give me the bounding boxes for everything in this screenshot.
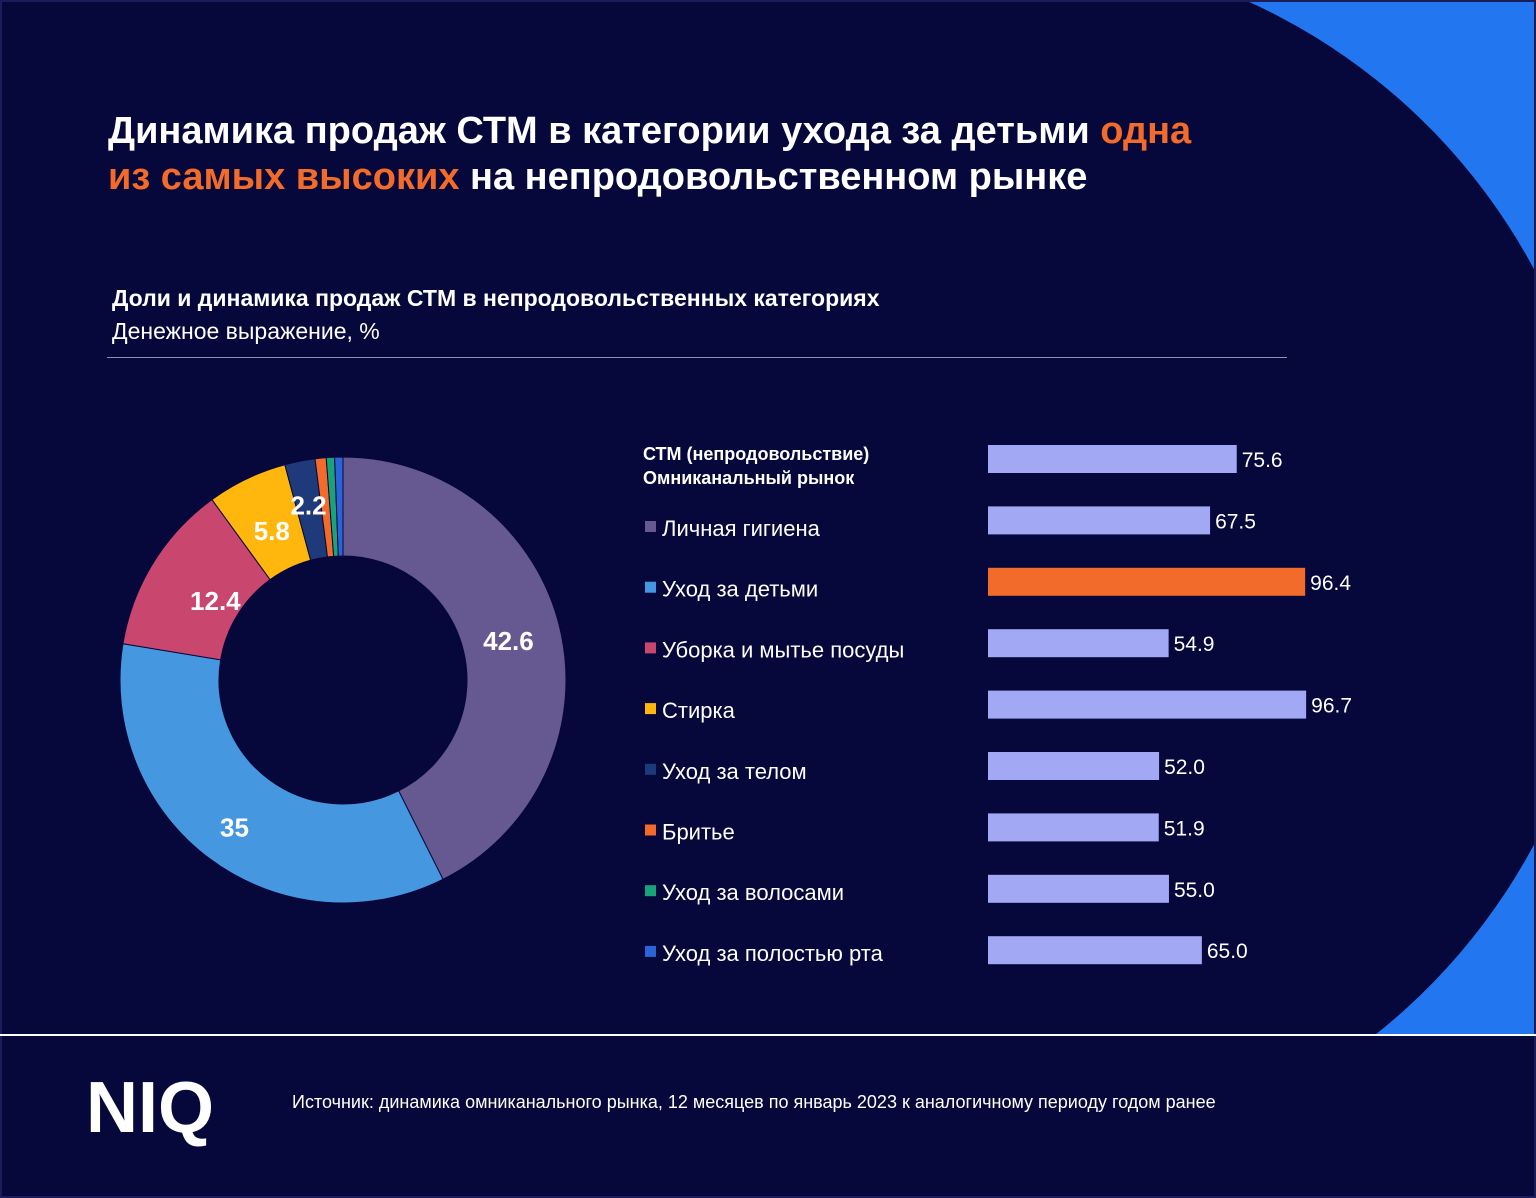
- donut-label: 42.6: [483, 626, 534, 656]
- page-title: Динамика продаж СТМ в категории ухода за…: [108, 108, 1308, 200]
- legend-label: Уход за телом: [662, 759, 807, 784]
- donut-slice: [119, 643, 444, 904]
- donut-label: 5.8: [254, 516, 290, 546]
- legend-swatch: [645, 703, 656, 715]
- logo-svg: NIQ: [86, 1068, 214, 1148]
- legend-label: Бритье: [662, 820, 735, 845]
- donut-label: 2.2: [290, 490, 326, 520]
- logo-text: NIQ: [86, 1070, 214, 1148]
- legend-label: Стирка: [662, 698, 736, 723]
- bar-value-label: 96.7: [1311, 695, 1352, 718]
- bar-value-label: 67.5: [1215, 510, 1256, 533]
- bar-value-label: 51.9: [1164, 817, 1205, 840]
- donut-label: 12.4: [190, 586, 241, 616]
- donut-chart: 42.6 35 12.4 5.82.2: [119, 456, 567, 904]
- legend-header-line1: СТМ (непродовольствие): [643, 444, 869, 464]
- legend: СТМ (непродовольствие) Омниканальный рыно…: [643, 444, 904, 966]
- bar-value-label: 55.0: [1174, 879, 1215, 902]
- bar: [988, 936, 1202, 965]
- bar: [988, 506, 1211, 535]
- bar: [988, 629, 1169, 658]
- bar-value-label: 96.4: [1310, 572, 1351, 595]
- bar-value-label: 54.9: [1174, 633, 1215, 656]
- bar-value-label: 52.0: [1164, 756, 1205, 779]
- legend-swatch: [645, 763, 656, 775]
- title-accent1: одна: [1100, 110, 1192, 152]
- chart-subtitle: Доли и динамика продаж СТМ в непродоволь…: [112, 285, 880, 311]
- decorative-arc: [1245, 0, 1536, 1035]
- donut-slice: [342, 456, 567, 880]
- donut-label: 35: [220, 812, 249, 842]
- legend-swatch: [645, 885, 656, 897]
- legend-label: Уход за полостью рта: [662, 941, 884, 966]
- legend-swatch: [645, 642, 656, 654]
- title-accent2: из самых высоких: [108, 156, 460, 198]
- legend-swatch: [645, 521, 656, 532]
- donut-slice: [334, 456, 344, 557]
- niq-logo: NIQ: [86, 1068, 246, 1155]
- source-note: Источник: динамика омниканального рынка,…: [292, 1092, 1216, 1112]
- legend-swatch: [645, 945, 656, 957]
- legend-label: Личная гигиена: [662, 516, 821, 541]
- bar: [988, 690, 1307, 719]
- legend-swatch: [645, 824, 656, 836]
- legend-header-line2: Омниканальный рынок: [643, 468, 855, 488]
- legend-label: Уборка и мытье посуды: [662, 637, 904, 662]
- chart-units: Денежное выражение, %: [112, 318, 380, 344]
- legend-label: Уход за детьми: [662, 577, 818, 602]
- legend-swatch: [645, 581, 656, 593]
- bar: [988, 874, 1169, 903]
- bar: [988, 445, 1237, 473]
- bar-chart: 75.6 67.5 96.4 54.9 96.7 52.0 51.9 55.0 65.0: [988, 445, 1352, 965]
- bar: [988, 813, 1159, 842]
- title-part1: Динамика продаж СТМ в категории ухода за…: [108, 110, 1101, 152]
- bar-value-label: 75.6: [1242, 449, 1283, 472]
- bar-value-label: 65.0: [1207, 940, 1248, 963]
- legend-label: Уход за волосами: [662, 880, 844, 905]
- bar: [988, 567, 1306, 596]
- bar: [988, 752, 1160, 780]
- divider: [107, 357, 1287, 358]
- title-part2: на непродовольственном рынке: [459, 156, 1088, 198]
